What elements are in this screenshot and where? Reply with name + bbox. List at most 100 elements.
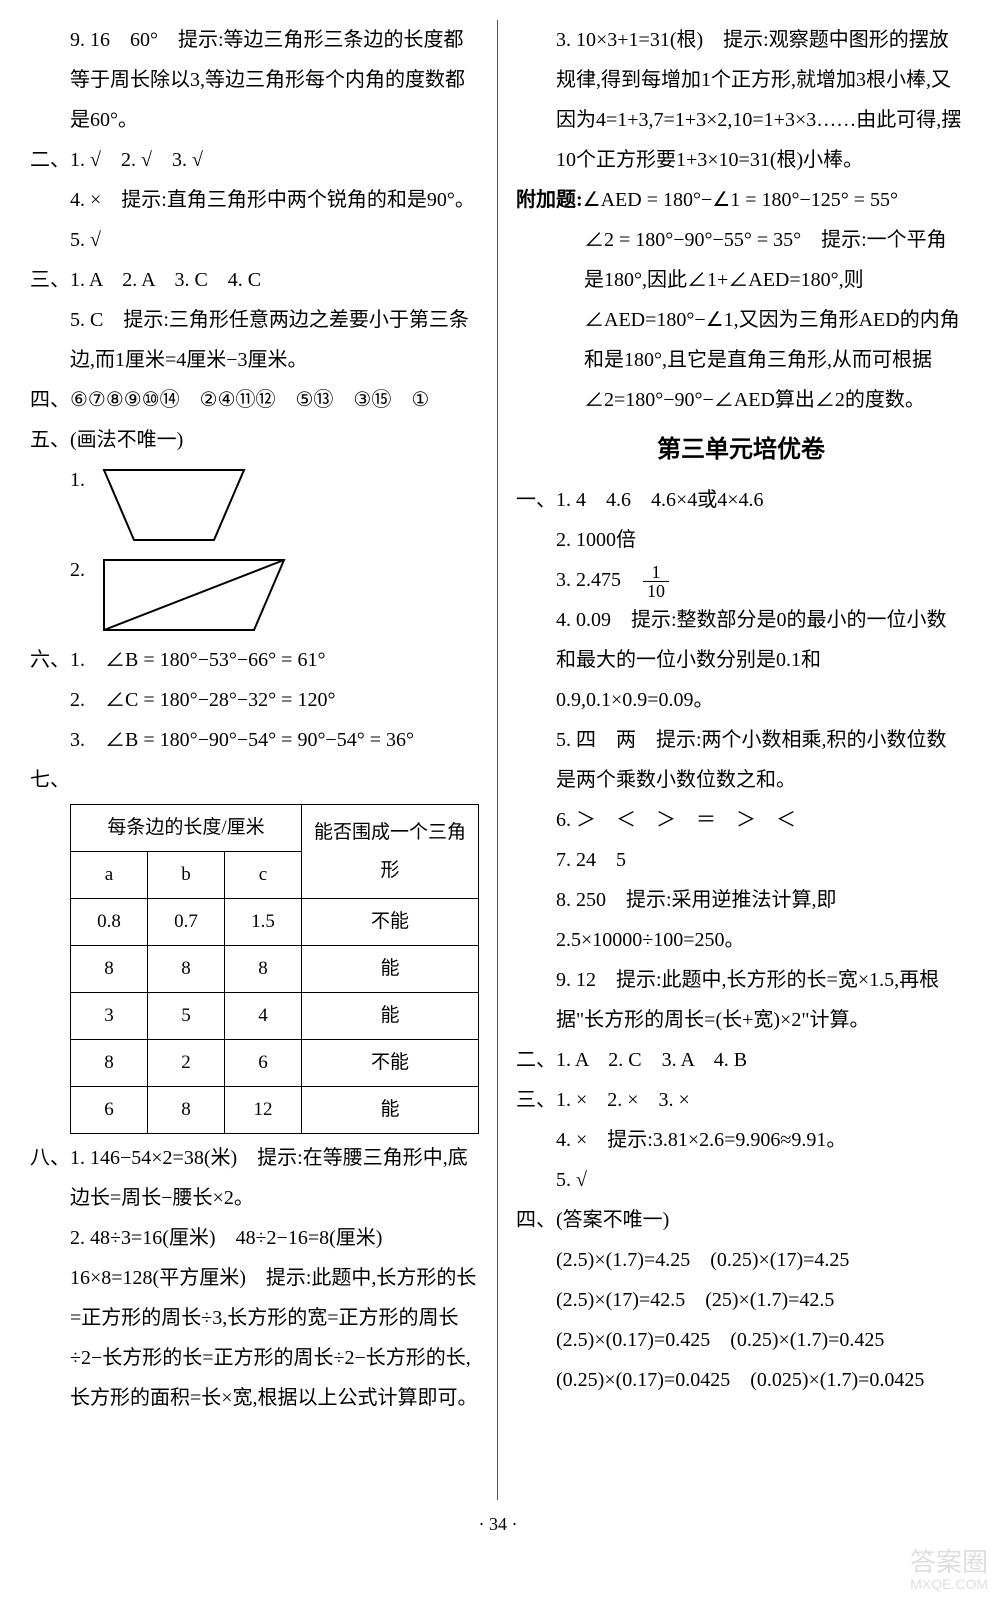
table-row: 826不能 — [71, 1040, 479, 1087]
cell: 8 — [148, 946, 225, 993]
s6-line2: 2. ∠C = 180°−28°−32° = 120° — [70, 680, 479, 720]
s5-head: (画法不唯一) — [70, 420, 479, 460]
col-a: a — [71, 852, 148, 899]
s3-line5: 5. C 提示:三角形任意两边之差要小于第三条边,而1厘米=4厘米−3厘米。 — [70, 300, 479, 380]
frac-num: 1 — [643, 563, 669, 582]
cell: 6 — [225, 1040, 302, 1087]
section-8-label: 八、 — [30, 1138, 70, 1418]
cell: 不能 — [302, 899, 479, 946]
cell: 5 — [148, 993, 225, 1040]
s6-line1: 1. ∠B = 180°−53°−66° = 61° — [70, 640, 479, 680]
u3-s2-label: 二、 — [516, 1040, 556, 1080]
unit-3-title: 第三单元培优卷 — [516, 426, 966, 474]
watermark-line2: MXQE.COM — [910, 1577, 988, 1592]
u3-s4-label: 四、 — [516, 1200, 556, 1400]
table-row: 每条边的长度/厘米 能否围成一个三角形 — [71, 805, 479, 852]
cell: 0.8 — [71, 899, 148, 946]
s8-line1: 1. 146−54×2=38(米) 提示:在等腰三角形中,底边长=周长−腰长×2… — [70, 1138, 479, 1218]
section-5-label: 五、 — [30, 420, 70, 640]
s8-line2b: 16×8=128(平方厘米) 提示:此题中,长方形的长=正方形的周长÷3,长方形… — [70, 1258, 479, 1418]
cell: 能 — [302, 993, 479, 1040]
s2-line4: 4. × 提示:直角三角形中两个锐角的和是90°。 — [70, 180, 479, 220]
trapezoid-1-figure — [94, 460, 254, 550]
s2-line1: 1. √ 2. √ 3. √ — [70, 140, 479, 180]
cell: 3 — [71, 993, 148, 1040]
addendum-line1: ∠AED = 180°−∠1 = 180°−125° = 55° — [583, 189, 898, 211]
u3-s1-label: 一、 — [516, 480, 556, 1040]
cell: 能 — [302, 946, 479, 993]
table-row: 6812能 — [71, 1087, 479, 1134]
u3-5: 5. 四 两 提示:两个小数相乘,积的小数位数是两个乘数小数位数之和。 — [556, 720, 966, 800]
section-7-label: 七、 — [30, 760, 70, 800]
cell: 8 — [148, 1087, 225, 1134]
two-column-layout: 9. 16 60° 提示:等边三角形三条边的长度都等于周长除以3,等边三角形每个… — [30, 20, 966, 1500]
section-4-body: ⑥⑦⑧⑨⑩⑭ ②④⑪⑫ ⑤⑬ ③⑮ ① — [70, 380, 479, 420]
u3-s4-l2: (2.5)×(17)=42.5 (25)×(1.7)=42.5 — [556, 1280, 966, 1320]
u3-s3-4: 4. × 提示:3.81×2.6=9.906≈9.91。 — [556, 1120, 966, 1160]
u3-s4-head: (答案不唯一) — [556, 1200, 966, 1240]
section-2-body: 1. √ 2. √ 3. √ 4. × 提示:直角三角形中两个锐角的和是90°。… — [70, 140, 479, 260]
u3-6: 6. ＞ ＜ ＞ ＝ ＞ ＜ — [556, 800, 966, 840]
cell: 6 — [71, 1087, 148, 1134]
cell: 2 — [148, 1040, 225, 1087]
section-6-label: 六、 — [30, 640, 70, 760]
u3-section-3: 三、 1. × 2. × 3. × 4. × 提示:3.81×2.6=9.906… — [516, 1080, 966, 1200]
cell: 不能 — [302, 1040, 479, 1087]
fraction-1-10: 110 — [643, 563, 669, 600]
watermark-line1: 答案圈 — [910, 1547, 988, 1577]
page-number: · 34 · — [30, 1506, 966, 1542]
u3-s3-5: 5. √ — [556, 1160, 966, 1200]
u3-s4-l3: (2.5)×(0.17)=0.425 (0.25)×(1.7)=0.425 — [556, 1320, 966, 1360]
watermark: 答案圈 MXQE.COM — [910, 1548, 988, 1592]
s3-line1: 1. A 2. A 3. C 4. C — [70, 260, 479, 300]
section-4: 四、 ⑥⑦⑧⑨⑩⑭ ②④⑪⑫ ⑤⑬ ③⑮ ① — [30, 380, 479, 420]
u3-3: 3. 2.475 110 — [556, 560, 966, 600]
section-3-body: 1. A 2. A 3. C 4. C 5. C 提示:三角形任意两边之差要小于… — [70, 260, 479, 380]
cell: 8 — [71, 1040, 148, 1087]
cell: 4 — [225, 993, 302, 1040]
triangle-table: 每条边的长度/厘米 能否围成一个三角形 a b c 0.80.71.5不能 88… — [70, 804, 479, 1134]
addendum-line2: ∠2 = 180°−90°−55° = 35° 提示:一个平角是180°,因此∠… — [516, 220, 966, 420]
s5-2-label: 2. — [70, 550, 94, 590]
u3-9: 9. 12 提示:此题中,长方形的长=宽×1.5,再根据"长方形的周长=(长+宽… — [556, 960, 966, 1040]
section-3: 三、 1. A 2. A 3. C 4. C 5. C 提示:三角形任意两边之差… — [30, 260, 479, 380]
section-4-label: 四、 — [30, 380, 70, 420]
u3-8: 8. 250 提示:采用逆推法计算,即2.5×10000÷100=250。 — [556, 880, 966, 960]
cell: 12 — [225, 1087, 302, 1134]
page: 9. 16 60° 提示:等边三角形三条边的长度都等于周长除以3,等边三角形每个… — [0, 0, 996, 1600]
u3-s3-body: 1. × 2. × 3. × 4. × 提示:3.81×2.6=9.906≈9.… — [556, 1080, 966, 1200]
col-b: b — [148, 852, 225, 899]
u3-section-4: 四、 (答案不唯一) (2.5)×(1.7)=4.25 (0.25)×(17)=… — [516, 1200, 966, 1400]
u3-4: 4. 0.09 提示:整数部分是0的最小的一位小数和最大的一位小数分别是0.1和… — [556, 600, 966, 720]
table-header-can: 能否围成一个三角形 — [302, 805, 479, 899]
cell: 0.7 — [148, 899, 225, 946]
u3-3a: 3. 2.475 — [556, 569, 641, 591]
section-2: 二、 1. √ 2. √ 3. √ 4. × 提示:直角三角形中两个锐角的和是9… — [30, 140, 479, 260]
cell: 1.5 — [225, 899, 302, 946]
table-row: 354能 — [71, 993, 479, 1040]
r3: 3. 10×3+1=31(根) 提示:观察题中图形的摆放规律,得到每增加1个正方… — [516, 20, 966, 180]
u3-s4-l4: (0.25)×(0.17)=0.0425 (0.025)×(1.7)=0.042… — [556, 1360, 966, 1400]
table-row: 888能 — [71, 946, 479, 993]
col-c: c — [225, 852, 302, 899]
u3-s4-l1: (2.5)×(1.7)=4.25 (0.25)×(17)=4.25 — [556, 1240, 966, 1280]
trapezoid-2-figure — [94, 550, 294, 640]
q9: 9. 16 60° 提示:等边三角形三条边的长度都等于周长除以3,等边三角形每个… — [30, 20, 479, 140]
cell: 8 — [71, 946, 148, 993]
s6-line3: 3. ∠B = 180°−90°−54° = 90°−54° = 36° — [70, 720, 479, 760]
right-column: 3. 10×3+1=31(根) 提示:观察题中图形的摆放规律,得到每增加1个正方… — [498, 20, 966, 1500]
u3-1: 1. 4 4.6 4.6×4或4×4.6 — [556, 480, 966, 520]
cell: 能 — [302, 1087, 479, 1134]
s5-1-label: 1. — [70, 460, 94, 500]
section-3-label: 三、 — [30, 260, 70, 380]
frac-den: 10 — [643, 582, 669, 600]
left-column: 9. 16 60° 提示:等边三角形三条边的长度都等于周长除以3,等边三角形每个… — [30, 20, 498, 1500]
u3-s3-label: 三、 — [516, 1080, 556, 1200]
u3-s3-1: 1. × 2. × 3. × — [556, 1080, 966, 1120]
u3-s1-body: 1. 4 4.6 4.6×4或4×4.6 2. 1000倍 3. 2.475 1… — [556, 480, 966, 1040]
section-5: 五、 (画法不唯一) 1. 2. — [30, 420, 479, 640]
section-8-body: 1. 146−54×2=38(米) 提示:在等腰三角形中,底边长=周长−腰长×2… — [70, 1138, 479, 1418]
table-row: 0.80.71.5不能 — [71, 899, 479, 946]
addendum-label: 附加题: — [516, 189, 583, 211]
u3-7: 7. 24 5 — [556, 840, 966, 880]
